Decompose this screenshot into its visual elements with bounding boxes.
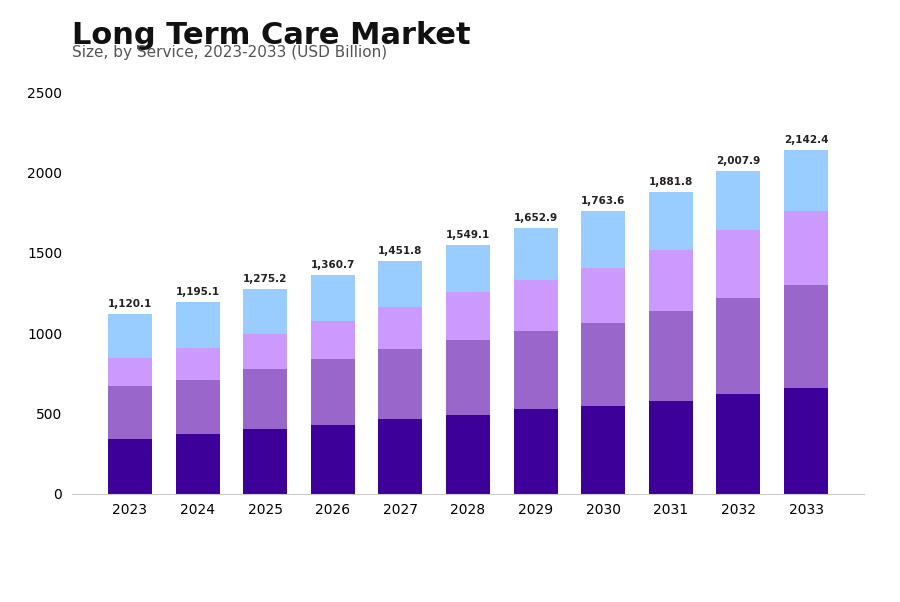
Bar (581, 268, 625, 323)
Bar (176, 380, 220, 434)
Bar (378, 306, 422, 349)
Bar (784, 150, 828, 211)
Bar (514, 280, 558, 330)
Text: 1,652.9: 1,652.9 (514, 214, 558, 223)
Bar (310, 359, 355, 424)
Text: 1,275.2: 1,275.2 (243, 274, 287, 284)
Bar (243, 369, 287, 429)
Bar (581, 211, 625, 268)
Bar (514, 228, 558, 280)
Text: market.us: market.us (760, 548, 847, 563)
Bar (108, 439, 152, 494)
Bar (446, 292, 490, 340)
Bar (716, 231, 760, 298)
Bar (514, 409, 558, 494)
Bar (176, 349, 220, 380)
Bar (310, 321, 355, 359)
Text: 1,881.8: 1,881.8 (649, 177, 693, 187)
Bar (581, 323, 625, 406)
Bar (378, 349, 422, 419)
Bar (514, 330, 558, 409)
Text: 1,360.7: 1,360.7 (310, 261, 355, 270)
Bar (310, 275, 355, 321)
Bar (446, 340, 490, 415)
Bar (243, 334, 287, 369)
Bar (581, 406, 625, 494)
Text: Long Term Care Market: Long Term Care Market (72, 21, 471, 50)
Bar (716, 172, 760, 231)
Bar (243, 289, 287, 334)
Bar (649, 311, 693, 402)
Bar (784, 388, 828, 494)
Bar (716, 298, 760, 394)
Text: 1,195.1: 1,195.1 (176, 287, 220, 297)
Bar (108, 314, 152, 358)
Bar (310, 424, 355, 494)
Bar (378, 261, 422, 306)
Text: Size, by Service, 2023-2033 (USD Billion): Size, by Service, 2023-2033 (USD Billion… (72, 45, 387, 60)
Text: 2,142.4: 2,142.4 (784, 135, 828, 145)
Text: The Forecasted Market
Size for 2033 in USD: The Forecasted Market Size for 2033 in U… (288, 536, 461, 565)
Text: 2,007.9: 2,007.9 (716, 157, 760, 167)
Bar (108, 386, 152, 439)
Bar (176, 434, 220, 494)
Bar (784, 285, 828, 388)
Bar (784, 211, 828, 285)
Text: 1,120.1: 1,120.1 (108, 299, 152, 309)
Bar (716, 394, 760, 494)
Text: 2,142.4 B: 2,142.4 B (508, 544, 642, 567)
Bar (649, 250, 693, 311)
Bar (176, 302, 220, 349)
Bar (649, 402, 693, 494)
Text: 1,549.1: 1,549.1 (446, 230, 491, 240)
Bar (446, 415, 490, 494)
Text: The Market will Grow
At the CAGR of: The Market will Grow At the CAGR of (27, 536, 186, 565)
Text: 6.7%: 6.7% (176, 541, 260, 570)
Bar (378, 419, 422, 494)
Bar (446, 245, 490, 292)
Bar (108, 358, 152, 386)
Text: 1,763.6: 1,763.6 (581, 196, 625, 206)
Bar (243, 429, 287, 494)
Bar (649, 191, 693, 250)
Text: 1,451.8: 1,451.8 (378, 246, 423, 256)
